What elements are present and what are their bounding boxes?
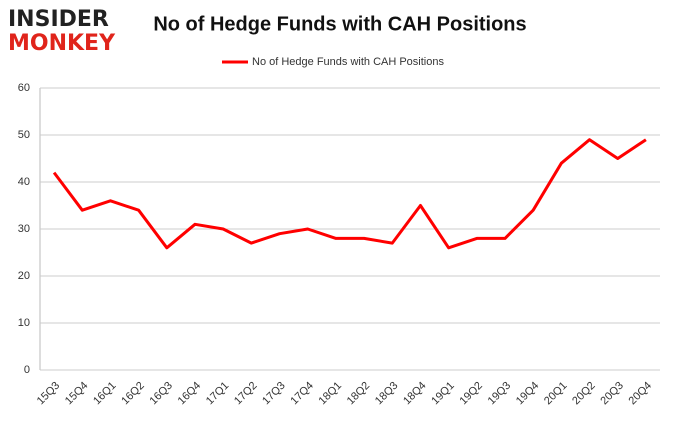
y-tick-label: 40 xyxy=(18,176,30,188)
x-tick-label: 20Q3 xyxy=(598,380,626,408)
x-tick-label: 19Q3 xyxy=(486,380,514,408)
x-tick-label: 15Q4 xyxy=(63,380,91,408)
x-tick-label: 17Q4 xyxy=(288,380,316,408)
x-tick-label: 19Q1 xyxy=(429,380,457,408)
x-tick-label: 20Q2 xyxy=(570,380,598,408)
x-tick-label: 18Q3 xyxy=(373,380,401,408)
x-tick-label: 15Q3 xyxy=(35,380,63,408)
x-tick-label: 16Q2 xyxy=(119,380,147,408)
data-line xyxy=(52,138,647,250)
x-tick-label: 17Q3 xyxy=(260,380,288,408)
y-tick-label: 30 xyxy=(18,223,30,235)
x-tick-label: 18Q2 xyxy=(345,380,373,408)
x-tick-label: 17Q2 xyxy=(232,380,260,408)
x-tick-label: 16Q3 xyxy=(147,380,175,408)
y-tick-label: 10 xyxy=(18,317,30,329)
x-tick-label: 20Q1 xyxy=(542,380,570,408)
logo-line1: INSIDER xyxy=(8,7,109,32)
x-tick-label: 18Q4 xyxy=(401,380,429,408)
y-tick-label: 20 xyxy=(18,270,30,282)
x-tick-label: 18Q1 xyxy=(317,380,345,408)
y-tick-label: 60 xyxy=(18,82,30,94)
x-tick-label: 19Q2 xyxy=(457,380,485,408)
x-tick-label: 20Q4 xyxy=(627,380,655,408)
legend-label: No of Hedge Funds with CAH Positions xyxy=(252,56,444,68)
logo-line2: MONKEY xyxy=(8,31,116,56)
x-tick-label: 16Q4 xyxy=(176,380,204,408)
y-tick-label: 50 xyxy=(18,129,30,141)
y-tick-label: 0 xyxy=(24,364,30,376)
x-tick-label: 19Q4 xyxy=(514,380,542,408)
x-tick-label: 17Q1 xyxy=(204,380,232,408)
chart-title: No of Hedge Funds with CAH Positions xyxy=(153,13,526,35)
x-tick-label: 16Q1 xyxy=(91,380,119,408)
